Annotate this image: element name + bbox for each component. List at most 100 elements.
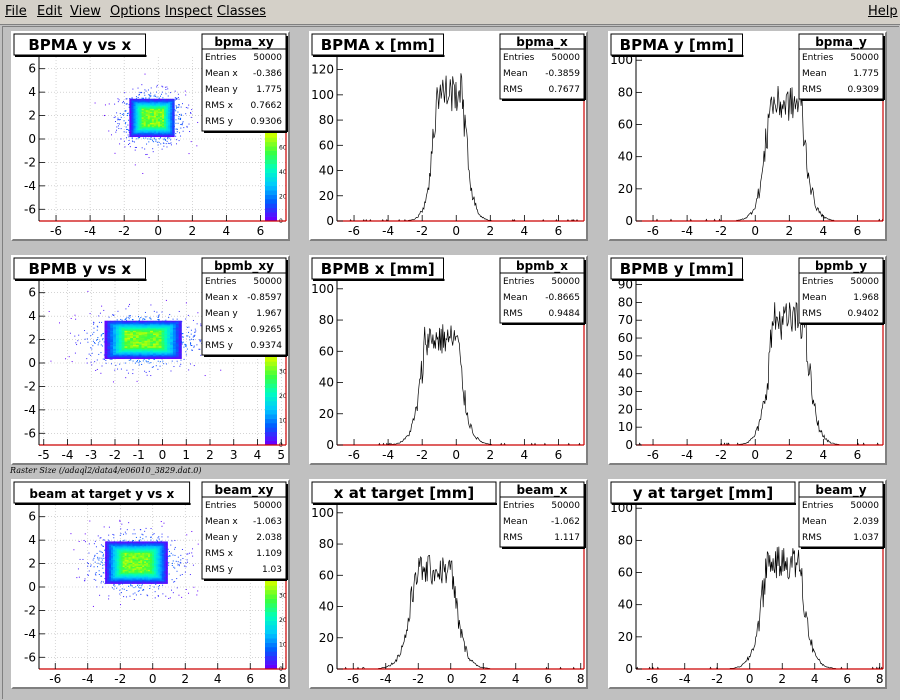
- stats-label: RMS y: [205, 565, 234, 575]
- stats-label: Entries: [802, 501, 834, 511]
- stats-value: -0.386: [253, 69, 282, 79]
- y-tick-label: 20: [618, 630, 633, 644]
- y-tick-label: 4: [28, 309, 36, 323]
- chart-title: y at target [mm]: [633, 484, 773, 502]
- menu-inspect[interactable]: Inspect: [165, 4, 213, 19]
- x-tick-label: 4: [521, 448, 529, 462]
- palette-tick-label: 10: [279, 418, 287, 425]
- y-tick-label: 2: [28, 557, 36, 571]
- y-tick-label: 0: [326, 438, 334, 452]
- stats-value: 1.775: [853, 69, 879, 79]
- stats-name: bpma_x: [516, 35, 568, 50]
- stats-value: 50000: [551, 277, 580, 287]
- stats-value: 50000: [850, 501, 879, 511]
- x-tick-label: 2: [486, 448, 494, 462]
- x-tick-label: -5: [38, 448, 50, 462]
- y-tick-label: 0: [28, 356, 36, 370]
- x-tick-label: -6: [49, 672, 61, 686]
- stats-value: 1.037: [853, 533, 879, 543]
- y-tick-label: 6: [28, 286, 36, 300]
- x-tick-label: 6: [843, 672, 851, 686]
- x-tick-label: -2: [412, 672, 424, 686]
- menu-options[interactable]: Options: [110, 4, 161, 19]
- y-tick-label: 60: [319, 344, 334, 358]
- y-tick-label: 20: [319, 407, 334, 421]
- y-tick-label: 40: [618, 150, 633, 164]
- x-tick-label: -4: [382, 448, 394, 462]
- y-tick-label: 70: [618, 313, 633, 327]
- color-palette: [265, 581, 277, 670]
- y-tick-label: -4: [24, 627, 36, 641]
- y-tick-label: 6: [28, 62, 36, 76]
- x-tick-label: -6: [348, 224, 360, 238]
- histogram-line: [337, 324, 584, 446]
- x-tick-label: 0: [452, 224, 460, 238]
- x-tick-label: -2: [711, 672, 723, 686]
- x-tick-label: 8: [279, 672, 287, 686]
- stats-value: 1.117: [554, 533, 580, 543]
- stats-label: Mean x: [205, 517, 238, 527]
- color-palette: [265, 133, 277, 222]
- x-tick-label: -4: [681, 224, 693, 238]
- stats-value: 50000: [253, 53, 282, 63]
- pad-bpma-y[interactable]: -6 -4 -2 0 2 4 6 0 20 40 60 80 100 BPMA y [mm] bpma_y E…: [608, 31, 887, 241]
- menu-classes[interactable]: Classes: [217, 4, 266, 19]
- pad-beam-x[interactable]: -6 -4 -2 0 2 4 6 8 0 20 40 60 80 100 x at target [mm] b…: [309, 479, 588, 689]
- stats-box: [201, 257, 287, 356]
- stats-box: [201, 481, 287, 580]
- pad-bpma-x[interactable]: -6 -4 -2 0 2 4 6 0 20 40 60 80 100 120 BPMA x [mm] bpma…: [309, 31, 588, 241]
- x-tick-label: 6: [854, 448, 862, 462]
- y-tick-label: 10: [618, 420, 633, 434]
- y-tick-label: 90: [618, 278, 633, 292]
- pad-beam-y[interactable]: -6 -4 -2 0 2 4 6 8 0 20 40 60 80 100 y at target [mm] b…: [608, 479, 887, 689]
- pad-bpmb-y[interactable]: -6 -4 -2 0 2 4 6 0 10 20 30 40 50 60 70 80 90 BPMB y [mm]…: [608, 255, 887, 465]
- stats-label: Entries: [503, 277, 535, 287]
- stats-value: -1.062: [551, 517, 580, 527]
- pad-bpmb-x[interactable]: -6 -4 -2 0 2 4 6 0 20 40 60 80 100 BPMB x [mm] bpmb_x E…: [309, 255, 588, 465]
- x-tick-label: 4: [521, 224, 529, 238]
- menu-view[interactable]: View: [70, 4, 101, 19]
- x-tick-label: -2: [114, 672, 126, 686]
- stats-label: Mean: [802, 517, 827, 527]
- stats-value: -0.8597: [247, 293, 282, 303]
- density-core: [105, 541, 168, 584]
- stats-label: RMS y: [205, 117, 234, 127]
- x-tick-label: 8: [876, 672, 884, 686]
- stats-name: bpmb_x: [516, 259, 568, 274]
- palette-tick-label: 60: [279, 145, 287, 152]
- x-tick-label: 0: [746, 672, 754, 686]
- y-tick-label: -6: [24, 202, 36, 216]
- stats-label: RMS: [802, 533, 822, 543]
- y-tick-label: 100: [311, 88, 334, 102]
- histogram-line: [337, 555, 584, 670]
- stats-label: RMS x: [205, 325, 234, 335]
- menu-edit[interactable]: Edit: [37, 4, 63, 19]
- y-tick-label: 0: [28, 132, 36, 146]
- histogram-line: [636, 85, 884, 222]
- y-tick-label: 20: [319, 631, 334, 645]
- stats-label: Mean x: [205, 69, 238, 79]
- stats-value: 0.9374: [251, 341, 283, 351]
- stats-label: Entries: [503, 53, 535, 63]
- y-tick-label: 0: [326, 662, 334, 676]
- y-tick-label: 20: [618, 182, 633, 196]
- y-tick-label: -6: [24, 426, 36, 440]
- x-tick-label: 6: [555, 448, 563, 462]
- y-tick-label: -2: [24, 379, 36, 393]
- stats-box: [201, 33, 287, 132]
- y-tick-label: 4: [28, 533, 36, 547]
- y-tick-label: 80: [319, 313, 334, 327]
- chart-title: BPMA x [mm]: [321, 36, 435, 54]
- x-tick-label: 4: [820, 224, 828, 238]
- y-tick-label: 80: [319, 113, 334, 127]
- x-tick-label: 4: [820, 448, 828, 462]
- x-tick-label: -4: [382, 224, 394, 238]
- stats-label: Mean: [503, 517, 528, 527]
- menu-file[interactable]: File: [5, 4, 27, 19]
- menu-help[interactable]: Help: [868, 4, 898, 19]
